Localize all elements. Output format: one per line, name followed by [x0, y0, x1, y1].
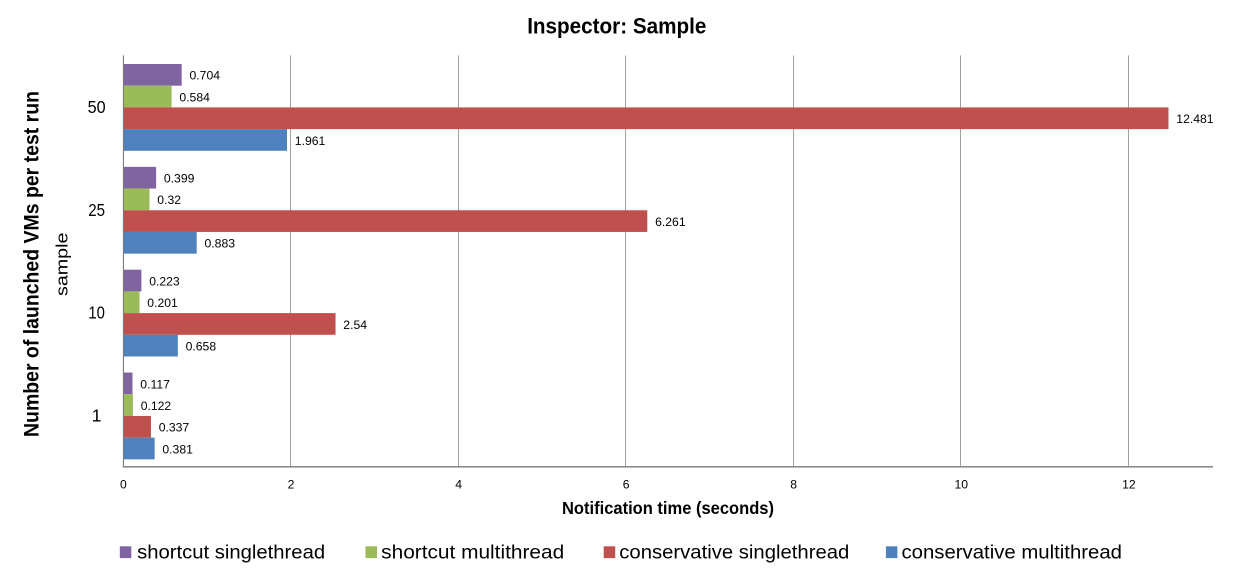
svg-text:shortcut multithread: shortcut multithread — [381, 543, 564, 564]
svg-text:6: 6 — [623, 477, 630, 491]
svg-text:sample: sample — [52, 233, 71, 297]
svg-text:1: 1 — [92, 406, 102, 426]
svg-text:2: 2 — [288, 477, 295, 491]
svg-text:0.584: 0.584 — [179, 90, 210, 104]
svg-text:0.337: 0.337 — [159, 421, 190, 435]
svg-text:12: 12 — [1122, 477, 1136, 491]
svg-text:0.399: 0.399 — [164, 172, 195, 186]
svg-text:10: 10 — [955, 477, 969, 491]
svg-text:conservative multithread: conservative multithread — [902, 543, 1123, 564]
svg-text:Notification time (seconds): Notification time (seconds) — [562, 498, 774, 518]
svg-text:6.261: 6.261 — [655, 215, 686, 229]
svg-text:0.122: 0.122 — [141, 399, 172, 413]
svg-text:Inspector: Sample: Inspector: Sample — [527, 13, 706, 38]
svg-text:Number of launched VMs per tes: Number of launched VMs per test run — [20, 91, 43, 437]
svg-text:0.704: 0.704 — [190, 69, 221, 83]
svg-text:2.54: 2.54 — [343, 318, 367, 332]
svg-text:4: 4 — [455, 477, 462, 491]
svg-text:25: 25 — [88, 200, 105, 220]
svg-text:0.201: 0.201 — [147, 296, 178, 310]
svg-text:0.381: 0.381 — [162, 442, 193, 456]
svg-text:0.223: 0.223 — [149, 274, 180, 288]
svg-text:0: 0 — [120, 477, 127, 491]
svg-text:1.961: 1.961 — [295, 134, 326, 148]
svg-text:0.117: 0.117 — [140, 377, 170, 391]
svg-text:0.883: 0.883 — [205, 237, 236, 251]
svg-text:8: 8 — [790, 477, 797, 491]
svg-text:10: 10 — [88, 303, 105, 323]
svg-text:0.32: 0.32 — [157, 193, 181, 207]
svg-text:shortcut singlethread: shortcut singlethread — [137, 543, 325, 564]
svg-text:50: 50 — [88, 97, 106, 117]
svg-text:conservative singlethread: conservative singlethread — [619, 543, 849, 564]
svg-text:0.658: 0.658 — [186, 340, 217, 354]
svg-text:12.481: 12.481 — [1176, 112, 1213, 126]
